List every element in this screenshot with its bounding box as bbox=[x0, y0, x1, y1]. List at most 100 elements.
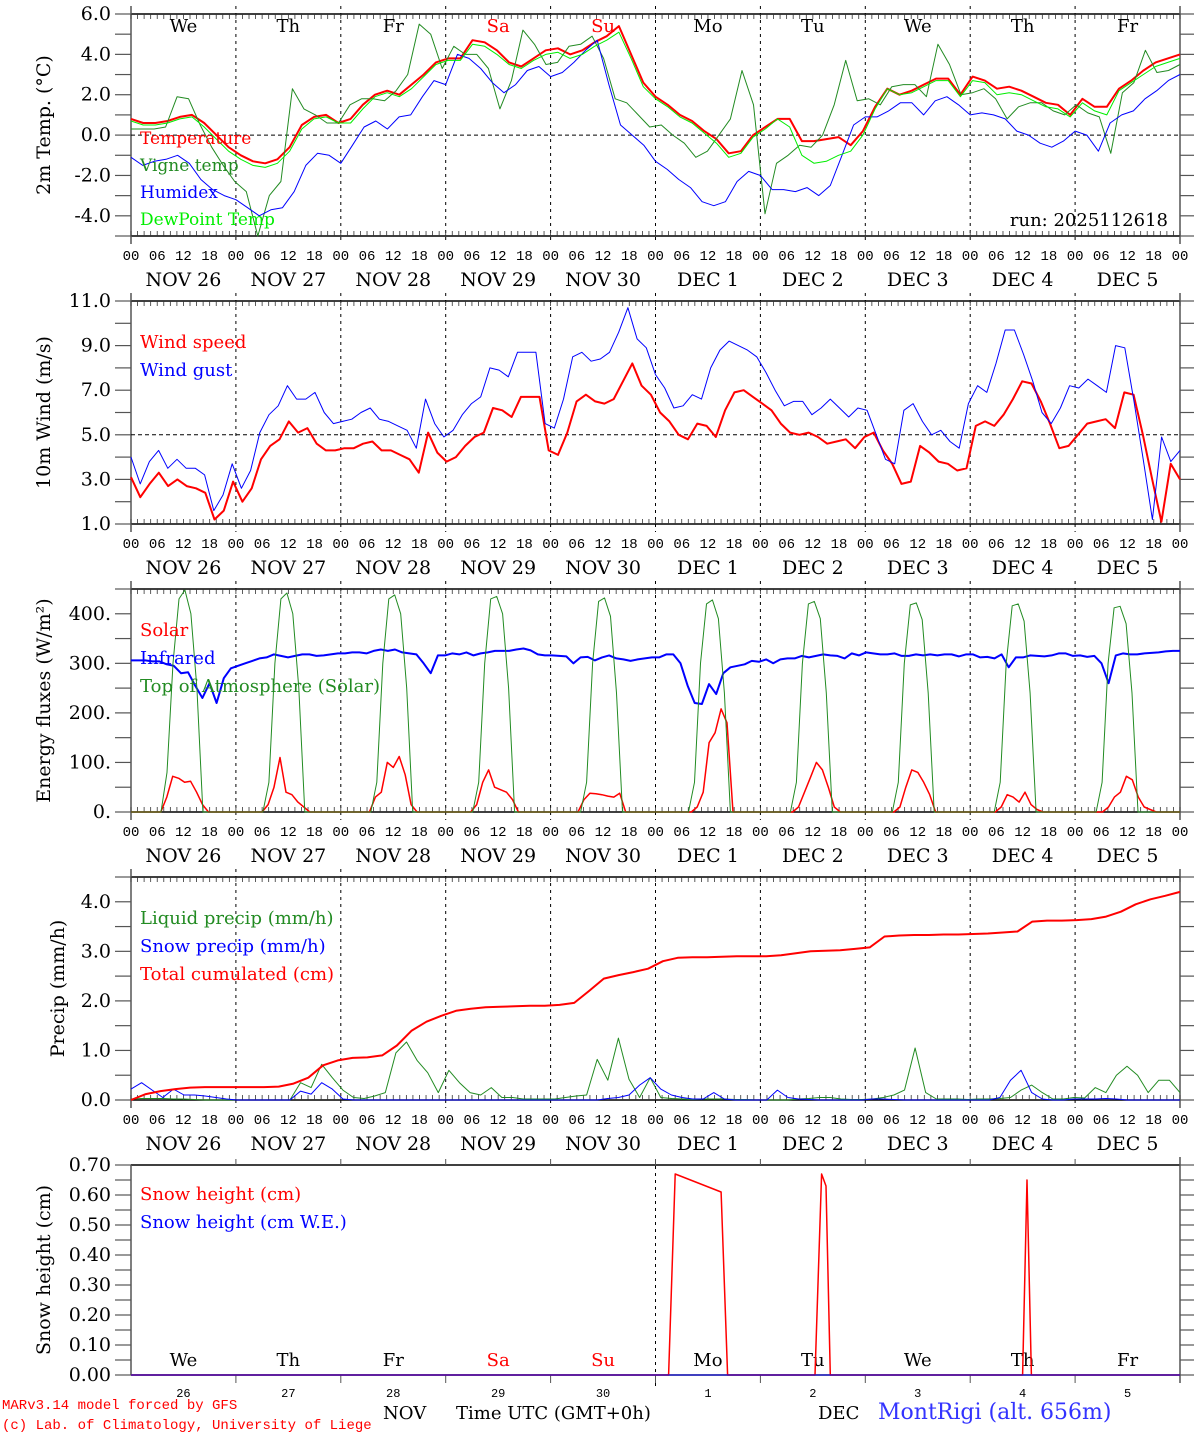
x-day-number: 26 bbox=[176, 1387, 190, 1401]
x-hour-label: 00 bbox=[332, 537, 349, 553]
legend-entry: Vigne temp bbox=[139, 156, 239, 176]
x-hour-label: 12 bbox=[1119, 1113, 1136, 1129]
x-hour-label: 06 bbox=[359, 249, 376, 265]
y-tick-label: 1.0 bbox=[81, 1039, 111, 1061]
x-hour-label: 12 bbox=[490, 825, 507, 841]
x-hour-label: 00 bbox=[1172, 1113, 1189, 1129]
legend-entry: Total cumulated (cm) bbox=[140, 964, 334, 985]
x-hour-label: 06 bbox=[359, 1113, 376, 1129]
legend-entry: Solar bbox=[140, 620, 189, 641]
x-hour-label: 00 bbox=[332, 825, 349, 841]
x-hour-label: 12 bbox=[490, 249, 507, 265]
x-day-label: NOV 30 bbox=[565, 557, 641, 579]
x-day-number: 27 bbox=[281, 1387, 295, 1401]
x-hour-label: 00 bbox=[332, 1113, 349, 1129]
x-hour-label: 00 bbox=[1067, 825, 1084, 841]
panel-wind: 1.0 3.0 5.0 7.0 9.0 11.0 10m Wind (m/s) 00 06 12 1… bbox=[33, 290, 1194, 579]
x-hour-label: 00 bbox=[752, 249, 769, 265]
x-hour-label: 12 bbox=[280, 1113, 297, 1129]
legend-entry: Wind speed bbox=[140, 332, 246, 353]
x-hour-label: 00 bbox=[1172, 825, 1189, 841]
x-hour-label: 06 bbox=[254, 825, 271, 841]
x-day-label: DEC 5 bbox=[1097, 557, 1159, 579]
weekday-label: Mo bbox=[693, 1350, 722, 1371]
x-hour-label: 00 bbox=[227, 249, 244, 265]
x-hour-label: 18 bbox=[201, 537, 218, 553]
weekday-label: Th bbox=[277, 1350, 301, 1371]
x-hour-label: 18 bbox=[831, 249, 848, 265]
x-hour-label: 06 bbox=[464, 1113, 481, 1129]
x-day-label: DEC 4 bbox=[992, 269, 1054, 291]
y-tick-label: 11.0 bbox=[69, 290, 111, 312]
legend-entry: Snow height (cm) bbox=[140, 1184, 301, 1205]
y-tick-label: 2.0 bbox=[81, 84, 111, 106]
x-hour-label: 00 bbox=[857, 825, 874, 841]
x-hour-label: 06 bbox=[254, 1113, 271, 1129]
x-hour-label: 00 bbox=[123, 537, 140, 553]
y-tick-label: 4.0 bbox=[81, 891, 111, 913]
x-hour-label: 00 bbox=[542, 249, 559, 265]
weekday-label: Th bbox=[1011, 16, 1035, 37]
x-hour-label: 06 bbox=[568, 825, 585, 841]
x-hour-label: 00 bbox=[647, 1113, 664, 1129]
x-hour-label: 18 bbox=[411, 537, 428, 553]
x-day-label: NOV 30 bbox=[565, 269, 641, 291]
series-points bbox=[130, 1038, 1181, 1101]
x-hour-label: 18 bbox=[1145, 1113, 1162, 1129]
x-day-label: NOV 27 bbox=[250, 845, 326, 867]
series-line-vigne-temp bbox=[131, 23, 1181, 237]
x-day-label: DEC 4 bbox=[992, 557, 1054, 579]
x-hour-label: 06 bbox=[673, 537, 690, 553]
x-hour-label: 12 bbox=[595, 1113, 612, 1129]
x-hour-label: 06 bbox=[149, 825, 166, 841]
series-line-solar bbox=[131, 708, 1180, 813]
panel-temperature: -4.0 -2.0 0.0 2.0 4.0 6.0 2m Temp. (°C) 00 06 12 1… bbox=[33, 3, 1194, 291]
x-hour-label: 00 bbox=[437, 1113, 454, 1129]
y-tick-label: 0.20 bbox=[69, 1304, 111, 1326]
x-hour-label: 18 bbox=[831, 537, 848, 553]
x-day-label: NOV 26 bbox=[146, 269, 222, 291]
weekday-label: Th bbox=[277, 16, 301, 37]
series-line-temperature bbox=[130, 25, 1181, 165]
x-hour-label: 18 bbox=[621, 1113, 638, 1129]
x-hour-label: 06 bbox=[883, 249, 900, 265]
x-hour-label: 00 bbox=[542, 825, 559, 841]
x-hour-label: 12 bbox=[1119, 825, 1136, 841]
y-tick-label: 0.50 bbox=[69, 1214, 111, 1236]
x-day-number: 29 bbox=[491, 1387, 505, 1401]
x-hour-label: 12 bbox=[700, 825, 717, 841]
x-hour-label: 00 bbox=[962, 537, 979, 553]
y-tick-label: 0.0 bbox=[81, 1089, 111, 1111]
weekday-label: Mo bbox=[693, 16, 722, 37]
x-hour-label: 06 bbox=[673, 249, 690, 265]
x-day-label: DEC 3 bbox=[887, 269, 949, 291]
x-hour-label: 00 bbox=[962, 1113, 979, 1129]
x-hour-label: 18 bbox=[936, 537, 953, 553]
x-hour-label: 06 bbox=[149, 249, 166, 265]
series-line-snow-precip-mm-h bbox=[130, 1069, 1180, 1101]
x-day-number: 4 bbox=[1019, 1387, 1026, 1401]
x-hour-label: 12 bbox=[490, 537, 507, 553]
x-hour-label: 00 bbox=[1067, 249, 1084, 265]
x-hour-label: 00 bbox=[227, 537, 244, 553]
x-day-label: NOV 28 bbox=[355, 269, 431, 291]
x-hour-label: 18 bbox=[1145, 249, 1162, 265]
x-hour-label: 00 bbox=[752, 1113, 769, 1129]
legend-entry: Infrared bbox=[140, 648, 215, 669]
x-hour-label: 06 bbox=[464, 537, 481, 553]
x-hour-label: 06 bbox=[254, 537, 271, 553]
y-tick-label: 0.40 bbox=[69, 1244, 111, 1266]
legend-entry: Temperature bbox=[140, 129, 251, 149]
x-hour-label: 18 bbox=[621, 249, 638, 265]
x-day-number: 30 bbox=[596, 1387, 610, 1401]
weekday-label: Sa bbox=[487, 16, 510, 37]
x-hour-label: 06 bbox=[359, 825, 376, 841]
weekday-label: Tu bbox=[801, 1350, 825, 1371]
series-line-wind-speed bbox=[130, 362, 1181, 523]
x-hour-label: 12 bbox=[385, 537, 402, 553]
weekday-label: We bbox=[904, 16, 932, 37]
x-hour-label: 00 bbox=[857, 249, 874, 265]
x-day-label: NOV 27 bbox=[250, 269, 326, 291]
x-hour-label: 00 bbox=[227, 1113, 244, 1129]
y-tick-label: 200. bbox=[69, 702, 111, 724]
